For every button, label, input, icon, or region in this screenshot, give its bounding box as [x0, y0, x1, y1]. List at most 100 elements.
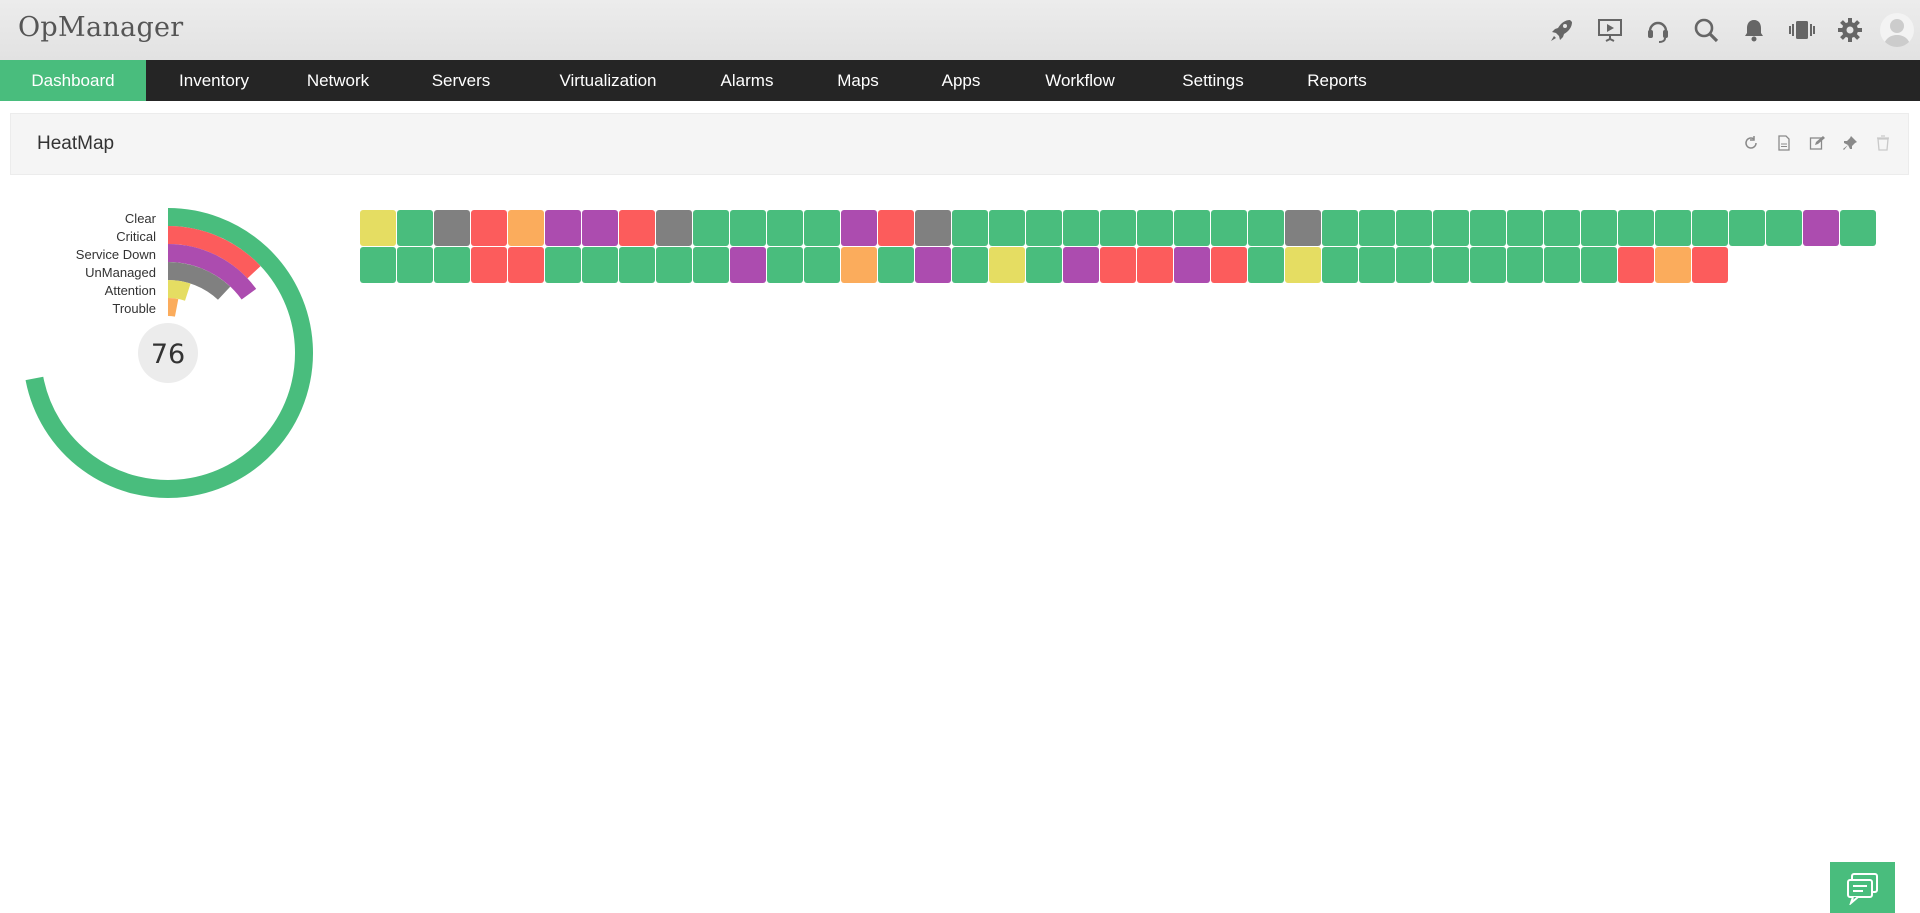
heatmap-cell[interactable]: [989, 247, 1025, 283]
heatmap-cell[interactable]: [1692, 210, 1728, 246]
support-headset-icon[interactable]: [1634, 0, 1682, 60]
heatmap-cell[interactable]: [730, 247, 766, 283]
heatmap-cell[interactable]: [1359, 247, 1395, 283]
heatmap-cell[interactable]: [397, 210, 433, 246]
heatmap-cell[interactable]: [952, 247, 988, 283]
heatmap-cell[interactable]: [1063, 247, 1099, 283]
heatmap-cell[interactable]: [1211, 210, 1247, 246]
bell-icon[interactable]: [1730, 0, 1778, 60]
heatmap-cell[interactable]: [1174, 247, 1210, 283]
heatmap-cell[interactable]: [1100, 247, 1136, 283]
heatmap-cell[interactable]: [360, 210, 396, 246]
nav-inventory[interactable]: Inventory: [179, 70, 249, 90]
heatmap-cell[interactable]: [619, 247, 655, 283]
heatmap-cell[interactable]: [1544, 247, 1580, 283]
nav-apps[interactable]: Apps: [941, 70, 981, 90]
heatmap-cell[interactable]: [1322, 210, 1358, 246]
heatmap-cell[interactable]: [619, 210, 655, 246]
heatmap-cell[interactable]: [397, 247, 433, 283]
heatmap-cell[interactable]: [582, 247, 618, 283]
heatmap-cell[interactable]: [1618, 210, 1654, 246]
heatmap-cell[interactable]: [804, 247, 840, 283]
heatmap-cell[interactable]: [1211, 247, 1247, 283]
pin-icon[interactable]: [1840, 133, 1859, 152]
heatmap-cell[interactable]: [1840, 210, 1876, 246]
presentation-icon[interactable]: [1586, 0, 1634, 60]
heatmap-cell[interactable]: [989, 210, 1025, 246]
heatmap-cell[interactable]: [1729, 210, 1765, 246]
heatmap-cell[interactable]: [360, 247, 396, 283]
heatmap-cell[interactable]: [1248, 210, 1284, 246]
heatmap-cell[interactable]: [878, 247, 914, 283]
nav-settings[interactable]: Settings: [1182, 70, 1244, 90]
nav-workflow[interactable]: Workflow: [1045, 70, 1115, 90]
heatmap-cell[interactable]: [767, 247, 803, 283]
heatmap-cell[interactable]: [1470, 210, 1506, 246]
refresh-icon[interactable]: [1741, 133, 1760, 152]
heatmap-cell[interactable]: [1359, 210, 1395, 246]
nav-reports[interactable]: Reports: [1307, 70, 1367, 90]
heatmap-cell[interactable]: [878, 210, 914, 246]
heatmap-cell[interactable]: [1026, 210, 1062, 246]
heatmap-cell[interactable]: [582, 210, 618, 246]
edit-icon[interactable]: [1807, 133, 1826, 152]
heatmap-cell[interactable]: [1137, 210, 1173, 246]
heatmap-cell[interactable]: [1174, 210, 1210, 246]
heatmap-cell[interactable]: [1692, 247, 1728, 283]
heatmap-cell[interactable]: [1396, 210, 1432, 246]
heatmap-cell[interactable]: [841, 210, 877, 246]
heatmap-cell[interactable]: [915, 210, 951, 246]
heatmap-cell[interactable]: [693, 247, 729, 283]
heatmap-cell[interactable]: [693, 210, 729, 246]
heatmap-cell[interactable]: [434, 247, 470, 283]
heatmap-cell[interactable]: [1248, 247, 1284, 283]
nav-alarms[interactable]: Alarms: [720, 70, 774, 90]
nav-dashboard[interactable]: Dashboard: [0, 60, 146, 101]
heatmap-cell[interactable]: [1618, 247, 1654, 283]
heatmap-cell[interactable]: [1433, 210, 1469, 246]
donut-arc-service-down[interactable]: [167, 244, 257, 300]
donut-arc-trouble[interactable]: [167, 298, 179, 317]
app-logo[interactable]: OpManager: [18, 12, 184, 43]
heatmap-cell[interactable]: [656, 247, 692, 283]
heatmap-cell[interactable]: [508, 210, 544, 246]
heatmap-cell[interactable]: [1137, 247, 1173, 283]
donut-arc-clear[interactable]: [25, 208, 313, 498]
heatmap-cell[interactable]: [1544, 210, 1580, 246]
user-avatar-icon[interactable]: [1880, 13, 1914, 47]
heatmap-cell[interactable]: [508, 247, 544, 283]
heatmap-cell[interactable]: [1507, 247, 1543, 283]
heatmap-cell[interactable]: [767, 210, 803, 246]
heatmap-cell[interactable]: [1655, 247, 1691, 283]
heatmap-cell[interactable]: [915, 247, 951, 283]
donut-arc-unmanaged[interactable]: [167, 262, 231, 300]
heatmap-cell[interactable]: [1803, 210, 1839, 246]
heatmap-cell[interactable]: [1063, 210, 1099, 246]
nav-maps[interactable]: Maps: [837, 70, 879, 90]
heatmap-cell[interactable]: [471, 210, 507, 246]
heatmap-cell[interactable]: [545, 210, 581, 246]
heatmap-cell[interactable]: [1507, 210, 1543, 246]
heatmap-cell[interactable]: [1766, 210, 1802, 246]
heatmap-cell[interactable]: [1026, 247, 1062, 283]
heatmap-cell[interactable]: [952, 210, 988, 246]
heatmap-cell[interactable]: [841, 247, 877, 283]
delete-icon[interactable]: [1873, 133, 1892, 152]
heatmap-cell[interactable]: [1470, 247, 1506, 283]
heatmap-cell[interactable]: [1396, 247, 1432, 283]
heatmap-cell[interactable]: [1285, 210, 1321, 246]
nav-network[interactable]: Network: [306, 70, 370, 90]
heatmap-cell[interactable]: [1100, 210, 1136, 246]
heatmap-cell[interactable]: [1322, 247, 1358, 283]
vibrate-icon[interactable]: [1778, 0, 1826, 60]
heatmap-cell[interactable]: [1581, 247, 1617, 283]
gear-icon[interactable]: [1826, 0, 1874, 60]
donut-arc-attention[interactable]: [167, 280, 191, 301]
heatmap-cell[interactable]: [545, 247, 581, 283]
export-pdf-icon[interactable]: [1774, 133, 1793, 152]
donut-arc-critical[interactable]: [167, 226, 261, 279]
heatmap-cell[interactable]: [804, 210, 840, 246]
chat-button[interactable]: [1830, 862, 1895, 913]
heatmap-cell[interactable]: [1285, 247, 1321, 283]
heatmap-cell[interactable]: [730, 210, 766, 246]
